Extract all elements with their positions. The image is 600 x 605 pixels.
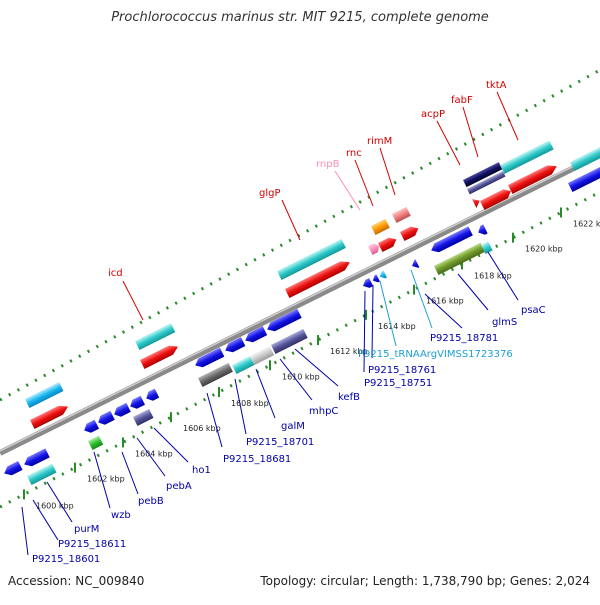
genome-backbone-highlight — [0, 152, 600, 452]
genome-summary: Topology: circular; Length: 1,738,790 bp… — [260, 574, 590, 588]
gene-block-18781-blue-small[interactable] — [410, 259, 420, 270]
gene-block-psac-blue[interactable] — [476, 224, 488, 237]
gene-block-pebb-blue[interactable] — [96, 410, 115, 427]
ruler-tick-label: 1620 kbp — [525, 245, 563, 254]
gene-block-rimm-salmon[interactable] — [392, 206, 411, 223]
gene-block-icd-red[interactable] — [140, 342, 180, 369]
label-p9215-18761[interactable]: P9215_18761 — [368, 365, 436, 376]
label-icd[interactable]: icd — [108, 268, 123, 279]
gene-block-kefb-slate[interactable] — [271, 328, 308, 354]
ruler-tick-label: 1600 kbp — [36, 501, 74, 510]
gene-block-fabf-red[interactable] — [480, 187, 513, 210]
gene-block-18681-gray[interactable] — [198, 362, 233, 387]
gene-block-ho1-blue[interactable] — [128, 395, 145, 411]
label-glgp[interactable]: glgP — [259, 188, 281, 199]
gene-block-18761-blue[interactable] — [371, 274, 380, 284]
gene-block-bl-cyan[interactable] — [27, 463, 57, 485]
bottom-gene-labels: P9215_18601 P9215_18611 purM wzb pebB pe… — [21, 251, 546, 565]
gene-block-far-right-cyan[interactable] — [570, 144, 600, 171]
ruler-tick-label: 1622 kbp — [573, 219, 600, 228]
gene-block-rimm-red[interactable] — [400, 224, 421, 241]
ruler-tick-label: 1618 kbp — [474, 271, 512, 280]
ruler-tick-label: 1612 kbp — [330, 347, 368, 356]
label-pebb[interactable]: pebB — [138, 496, 164, 507]
label-mhpc[interactable]: mhpC — [309, 406, 338, 417]
label-fabf[interactable]: fabF — [451, 95, 473, 106]
label-tkta[interactable]: tktA — [486, 80, 507, 91]
gene-block-glms-olive[interactable] — [434, 242, 485, 275]
gene-block-left-sky[interactable] — [24, 382, 64, 408]
ruler-tick-label: 1610 kbp — [282, 372, 320, 381]
label-p9215-18781[interactable]: P9215_18781 — [430, 333, 498, 344]
gene-block-tkta-cyan[interactable] — [500, 140, 554, 174]
gene-block-bl-blue1[interactable] — [2, 460, 23, 478]
ruler-tick-label: 1606 kbp — [183, 424, 221, 433]
label-galm[interactable]: galM — [281, 421, 305, 432]
gene-block-trna-sky[interactable] — [378, 270, 387, 280]
label-acpp[interactable]: acpP — [421, 109, 445, 120]
label-purm[interactable]: purM — [74, 524, 99, 535]
gene-block-ho1-slate[interactable] — [133, 408, 154, 426]
gene-block-18751-blue[interactable] — [361, 277, 374, 290]
gene-block-rnc-orange[interactable] — [371, 218, 390, 235]
gene-block-glgp-cyan[interactable] — [277, 238, 346, 280]
upper-tick-line — [0, 68, 600, 402]
gene-block-tkta-red[interactable] — [508, 162, 559, 194]
label-glms[interactable]: glmS — [492, 317, 517, 328]
accession-label: Accession: NC_009840 — [8, 574, 145, 588]
label-rnc[interactable]: rnc — [346, 148, 362, 159]
label-p9215-18611[interactable]: P9215_18611 — [58, 539, 126, 550]
gene-block-icd-cyan[interactable] — [135, 323, 176, 350]
label-wzb[interactable]: wzb — [111, 510, 131, 521]
gene-block-18681-blue[interactable] — [193, 347, 225, 370]
gene-block-peba-blue[interactable] — [112, 402, 131, 419]
gene-block-purm-green[interactable] — [88, 435, 104, 450]
ruler-tick-label: 1616 kbp — [426, 297, 464, 306]
gene-block-far-right-blue[interactable] — [568, 165, 600, 192]
gene-block-psac-cyan[interactable] — [481, 241, 493, 254]
ruler-tick-label: 1608 kbp — [231, 399, 269, 408]
gene-block-bl-blue2[interactable] — [22, 448, 50, 469]
label-p9215-18751[interactable]: P9215_18751 — [364, 378, 432, 389]
ruler: 1600 kbp 1602 kbp 1604 kbp 1606 kbp 1608 kbp… — [23, 207, 600, 510]
gene-block-rnc-red[interactable] — [378, 235, 399, 252]
label-p9215-18601[interactable]: P9215_18601 — [32, 554, 100, 565]
gene-block-left-red[interactable] — [30, 402, 70, 429]
genome-backbone — [0, 152, 600, 456]
label-p9215-18701[interactable]: P9215_18701 — [246, 437, 314, 448]
ruler-tick-label: 1604 kbp — [135, 449, 173, 458]
gene-block-rnpb-pink[interactable] — [368, 242, 381, 255]
ruler-tick-label: 1614 kbp — [378, 322, 416, 331]
gene-block-acpp-navy[interactable] — [463, 162, 503, 188]
gene-block-galm-silver[interactable] — [250, 346, 275, 365]
ruler-tick-label: 1602 kbp — [87, 475, 125, 484]
gene-block-galm-blue[interactable] — [243, 326, 268, 345]
gene-block-18781-blue[interactable] — [429, 226, 473, 255]
label-p9215-18681[interactable]: P9215_18681 — [223, 454, 291, 465]
gene-block-acpp-red[interactable] — [472, 196, 482, 208]
label-rnpb[interactable]: rnpB — [316, 159, 340, 170]
label-kefb[interactable]: kefB — [338, 392, 360, 403]
label-psac[interactable]: psaC — [521, 305, 546, 316]
label-p9215-trna-arg[interactable]: P9215_tRNAArgVIMSS1723376 — [358, 349, 513, 360]
top-gene-labels: icd glgP rnpB rnc rimM acpP fabF tktA — [108, 80, 519, 321]
label-ho1[interactable]: ho1 — [192, 465, 211, 476]
map-title: Prochlorococcus marinus str. MIT 9215, c… — [111, 10, 489, 25]
gene-block-glgp-red[interactable] — [285, 258, 352, 298]
label-peba[interactable]: pebA — [166, 481, 192, 492]
top-strand-genes — [24, 140, 600, 429]
gene-block-18701-cyan[interactable] — [232, 356, 255, 374]
gene-block-fabf-slate[interactable] — [467, 171, 506, 195]
gene-block-mhpc-blue[interactable] — [265, 308, 302, 334]
gene-block-wzb-blue[interactable] — [82, 419, 99, 435]
bottom-strand-genes — [2, 224, 493, 485]
gene-block-ho1-blue2[interactable] — [144, 388, 160, 403]
gene-block-18701-blue[interactable] — [223, 337, 246, 355]
label-rimm[interactable]: rimM — [367, 136, 392, 147]
